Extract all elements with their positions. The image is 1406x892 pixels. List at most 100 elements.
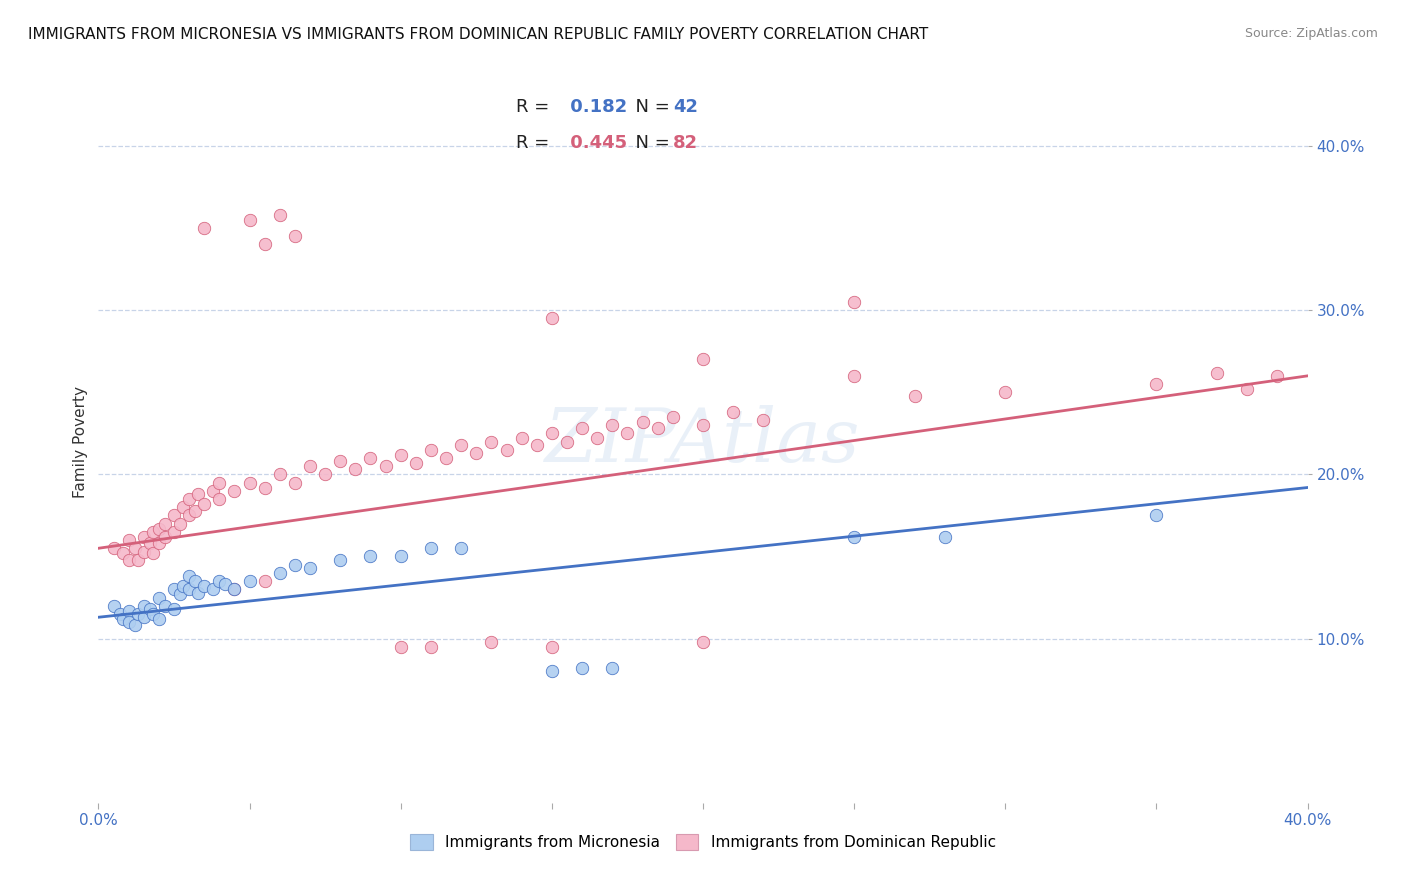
Point [299, 561, 322, 575]
Point [142, 524, 165, 539]
Point [142, 546, 165, 560]
Point [465, 446, 488, 460]
Text: 0.445: 0.445 [564, 135, 627, 153]
Point [405, 456, 427, 470]
Point [193, 579, 215, 593]
Point [540, 311, 562, 326]
Point [111, 612, 134, 626]
Point [344, 462, 367, 476]
Text: ZIPAtlas: ZIPAtlas [546, 405, 860, 478]
Point [163, 602, 186, 616]
Point [434, 450, 457, 465]
Point [723, 405, 745, 419]
Point [450, 541, 472, 556]
Point [239, 475, 262, 490]
Point [148, 612, 170, 626]
Point [139, 536, 162, 550]
Point [179, 508, 201, 523]
Point [224, 582, 246, 597]
Point [661, 409, 683, 424]
Point [184, 574, 207, 588]
Point [269, 467, 291, 482]
Y-axis label: Family Poverty: Family Poverty [73, 385, 89, 498]
Point [360, 450, 382, 465]
Point [239, 212, 262, 227]
Text: Source: ZipAtlas.com: Source: ZipAtlas.com [1244, 27, 1378, 40]
Point [142, 607, 165, 621]
Point [510, 431, 533, 445]
Point [153, 599, 176, 613]
Point [253, 574, 276, 588]
Point [132, 599, 155, 613]
Point [495, 442, 517, 457]
Point [284, 475, 307, 490]
Point [153, 530, 176, 544]
Point [1144, 377, 1167, 392]
Point [481, 434, 503, 449]
Point [224, 582, 246, 597]
Point [420, 640, 443, 654]
Point [163, 524, 186, 539]
Point [934, 530, 956, 544]
Point [127, 553, 149, 567]
Point [420, 442, 443, 457]
Point [148, 522, 170, 536]
Point [169, 587, 191, 601]
Point [299, 459, 322, 474]
Text: 0.182: 0.182 [564, 98, 627, 116]
Text: 82: 82 [672, 135, 697, 153]
Point [374, 459, 396, 474]
Point [329, 454, 352, 468]
Point [193, 497, 215, 511]
Point [172, 500, 194, 515]
Point [269, 566, 291, 580]
Point [692, 352, 714, 367]
Text: IMMIGRANTS FROM MICRONESIA VS IMMIGRANTS FROM DOMINICAN REPUBLIC FAMILY POVERTY : IMMIGRANTS FROM MICRONESIA VS IMMIGRANTS… [28, 27, 928, 42]
Point [163, 508, 186, 523]
Point [132, 610, 155, 624]
Point [360, 549, 382, 564]
Point [586, 431, 609, 445]
Point [118, 604, 141, 618]
Point [540, 426, 562, 441]
Point [124, 541, 146, 556]
Point [571, 661, 593, 675]
Point [118, 533, 141, 547]
Point [202, 483, 225, 498]
Point [253, 481, 276, 495]
Point [153, 516, 176, 531]
Point [389, 640, 412, 654]
Point [389, 549, 412, 564]
Point [631, 415, 654, 429]
Point [163, 582, 186, 597]
Point [169, 516, 191, 531]
Point [540, 640, 562, 654]
Point [127, 607, 149, 621]
Point [179, 582, 201, 597]
Point [239, 574, 262, 588]
Point [208, 574, 231, 588]
Point [284, 229, 307, 244]
Text: R =: R = [516, 135, 554, 153]
Point [172, 579, 194, 593]
Point [571, 421, 593, 435]
Point [184, 503, 207, 517]
Point [647, 421, 669, 435]
Point [602, 418, 624, 433]
Point [132, 544, 155, 558]
Point [450, 438, 472, 452]
Point [329, 553, 352, 567]
Point [208, 475, 231, 490]
Point [314, 467, 336, 482]
Point [692, 635, 714, 649]
Point [555, 434, 578, 449]
Point [202, 582, 225, 597]
Point [103, 541, 125, 556]
Point [602, 661, 624, 675]
Point [752, 413, 775, 427]
Point [187, 585, 209, 599]
Point [284, 558, 307, 572]
Point [139, 602, 162, 616]
Point [148, 591, 170, 605]
Point [148, 536, 170, 550]
